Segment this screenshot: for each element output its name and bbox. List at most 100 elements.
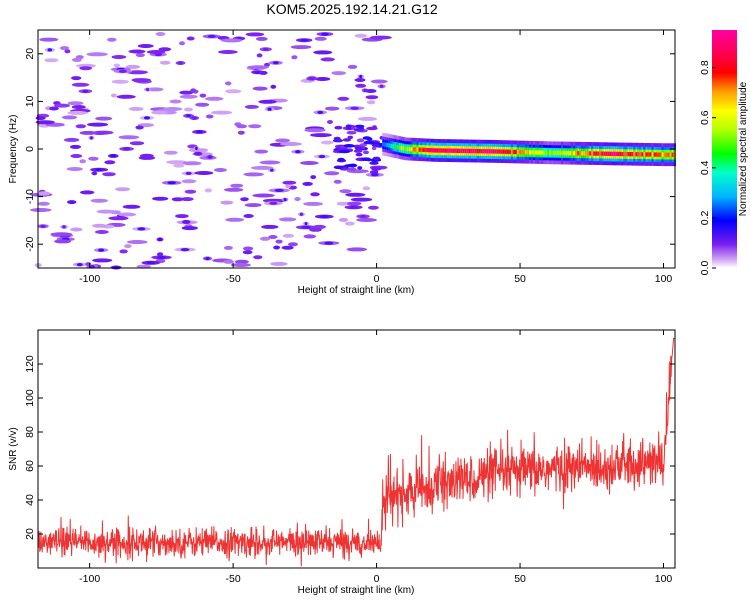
spectrogram-noise-core <box>76 263 83 267</box>
spectrogram-noise-core <box>267 107 272 111</box>
spectrogram-noise-cell <box>128 49 146 54</box>
spectrogram-noise-cell <box>95 230 109 234</box>
spectrogram-noise-cell <box>250 165 274 170</box>
spectrogram-noise-cell <box>131 78 151 83</box>
colorbar-tick-label: 0.8 <box>699 60 711 75</box>
spectrogram-noise-cell <box>194 171 214 175</box>
spectrogram-noise-cell <box>35 116 46 121</box>
spectrogram-signal-cell <box>436 148 439 153</box>
spectrogram-noise-cell <box>363 140 374 145</box>
spectrogram-noise-cell <box>54 239 72 244</box>
colorbar-tick-label: 0.4 <box>699 160 711 175</box>
spectrogram-noise-cell <box>218 50 238 54</box>
spectrogram-noise-cell <box>369 170 378 174</box>
spectrogram-noise-cell <box>181 226 198 231</box>
spectrogram-noise-core <box>317 110 324 114</box>
spectrogram-x-tick-label: 50 <box>514 273 526 285</box>
spectrogram-signal-cell <box>524 150 528 155</box>
spectrogram-noise-core <box>196 152 200 156</box>
spectrogram-noise-cell <box>248 124 262 129</box>
spectrogram-noise-cell <box>288 242 298 247</box>
spectrogram-noise-cell <box>252 86 268 91</box>
spectrogram-signal-cell <box>460 148 464 153</box>
spectrogram-noise-core <box>350 106 359 110</box>
spectrogram-noise-cell <box>30 208 52 212</box>
spectrogram-signal-cell <box>500 149 504 154</box>
spectrogram-noise-cell <box>111 79 129 84</box>
spectrogram-noise-cell <box>243 172 264 177</box>
spectrogram-signal-cell <box>400 145 403 151</box>
spectrogram-signal-cell <box>563 150 566 156</box>
spectrogram-noise-cell <box>275 239 283 244</box>
spectrogram-noise-core <box>111 154 116 158</box>
snr-frame <box>37 329 676 569</box>
spectrogram-noise-core <box>146 87 150 92</box>
spectrogram-noise-cell <box>252 193 275 198</box>
spectrogram-signal-cell <box>444 148 447 153</box>
spectrogram-noise-cell <box>137 44 154 48</box>
spectrogram-noise-cell <box>368 205 379 210</box>
spectrogram-noise-cell <box>245 32 265 37</box>
spectrogram-noise-cell <box>338 149 351 154</box>
spectrogram-noise-cell <box>365 95 379 100</box>
spectrogram-noise-core <box>186 114 191 118</box>
spectrogram-noise-cell <box>310 133 332 138</box>
snr-x-tick-label: -100 <box>79 573 100 585</box>
spectrogram-signal-cell <box>585 151 588 156</box>
spectrogram-noise-cell <box>347 135 354 140</box>
spectrogram-signal-cell <box>402 146 405 151</box>
spectrogram-signal-cell <box>647 152 650 157</box>
spectrogram-signal-cell <box>531 150 534 155</box>
spectrogram-noise-core <box>82 89 89 93</box>
spectrogram-noise-core <box>143 116 151 120</box>
spectrogram-noise-cell <box>310 192 320 197</box>
snr-x-tick-label: -50 <box>226 573 241 585</box>
spectrogram-noise-cell <box>181 179 197 184</box>
spectrogram-noise-core <box>93 171 96 175</box>
spectrogram-noise-core <box>69 200 74 204</box>
spectrogram-noise-cell <box>346 130 357 135</box>
spectrogram-noise-core <box>205 256 210 261</box>
spectrogram-signal-cell <box>392 144 395 149</box>
spectrogram-noise-cell <box>107 37 117 42</box>
spectrogram-signal-cell <box>583 151 586 156</box>
spectrogram-noise-cell <box>173 163 185 168</box>
spectrogram-signal-cell <box>412 147 415 152</box>
spectrogram-noise-cell <box>324 171 340 176</box>
spectrogram-signal-cell <box>480 149 484 154</box>
spectrogram-noise-cell <box>159 60 171 65</box>
spectrogram-noise-cell <box>357 116 378 121</box>
spectrogram-signal-cell <box>565 150 568 156</box>
spectrogram-noise-cell <box>119 249 128 254</box>
spectrogram-noise-cell <box>90 198 108 203</box>
spectrogram-signal-cell <box>581 151 584 156</box>
spectrogram-noise-cell <box>357 166 363 170</box>
spectrogram-noise-cell <box>157 252 164 257</box>
spectrogram-noise-cell <box>243 214 254 218</box>
spectrogram-noise-cell <box>347 64 358 69</box>
spectrogram-noise-cell <box>268 235 278 239</box>
spectrogram-noise-core <box>95 168 103 172</box>
spectrogram-signal-cell <box>671 152 674 157</box>
spectrogram-signal-cell <box>535 150 538 155</box>
spectrogram-noise-cell <box>303 234 317 239</box>
spectrogram-x-tick-label: 100 <box>655 273 673 285</box>
spectrogram-noise-cell <box>125 64 141 69</box>
spectrogram-noise-cell <box>337 157 345 162</box>
spectrogram-noise-cell <box>135 125 144 130</box>
spectrogram-noise-cell <box>371 167 382 171</box>
spectrogram-signal-cell <box>561 150 564 156</box>
spectrogram-signal-cell <box>611 151 614 156</box>
spectrogram-noise-cell <box>122 204 141 209</box>
spectrogram-noise-core <box>158 237 162 241</box>
spectrogram-signal-cell <box>442 148 445 153</box>
spectrogram-signal-cell <box>567 151 570 156</box>
spectrogram-signal-cell <box>516 149 520 155</box>
spectrogram-noise-cell <box>70 227 83 232</box>
spectrogram-noise-core <box>263 47 269 51</box>
spectrogram-noise-cell <box>366 126 378 131</box>
spectrogram-signal-cell <box>645 152 648 157</box>
spectrogram-noise-core <box>40 224 46 228</box>
spectrogram-signal-cell <box>506 149 510 154</box>
spectrogram-noise-cell <box>337 96 350 101</box>
